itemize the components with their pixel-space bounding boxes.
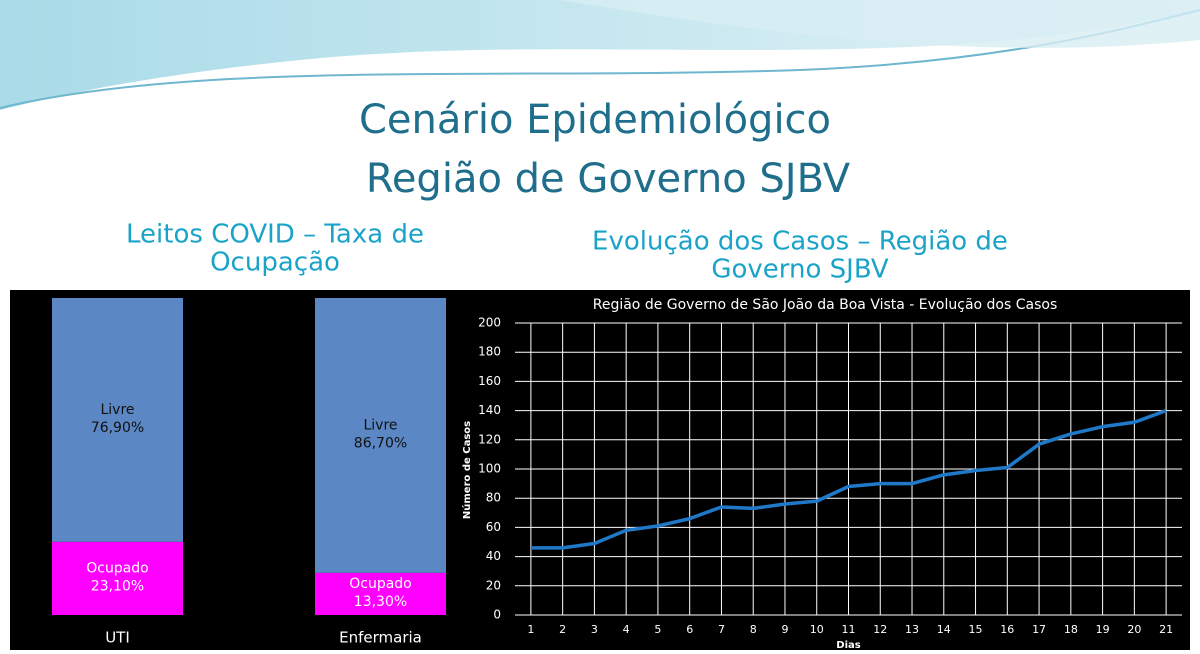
x-tick-label: 13 [905, 623, 919, 636]
segment-name: Livre [100, 402, 134, 418]
y-tick-label: 60 [486, 520, 501, 534]
x-tick-label: 19 [1096, 623, 1110, 636]
y-tick-label: 160 [478, 374, 501, 388]
y-axis-label: Número de Casos [461, 421, 473, 519]
x-tick-label: 9 [781, 623, 788, 636]
x-axis-label: Dias [836, 640, 860, 650]
x-tick-label: 10 [810, 623, 824, 636]
y-tick-label: 100 [478, 462, 501, 476]
x-tick-label: Enfermaria [339, 629, 422, 647]
bar-segment [52, 298, 183, 542]
x-tick-label: UTI [105, 629, 130, 647]
x-tick-label: 15 [969, 623, 983, 636]
x-tick-label: 3 [591, 623, 598, 636]
chart-panel [10, 290, 1190, 650]
x-tick-label: 11 [842, 623, 856, 636]
y-tick-label: 120 [478, 432, 501, 446]
chart-title: Região de Governo de São João da Boa Vis… [593, 297, 1058, 313]
data-label: 13,30% [354, 594, 407, 610]
segment-name: Ocupado [86, 560, 149, 576]
y-tick-label: 140 [478, 403, 501, 417]
y-tick-label: 40 [486, 549, 501, 563]
x-tick-label: 2 [559, 623, 566, 636]
chart-heading: Leitos COVID – Taxa de [126, 220, 424, 250]
x-tick-label: 14 [937, 623, 951, 636]
y-tick-label: 180 [478, 345, 501, 359]
x-tick-label: 21 [1159, 623, 1173, 636]
slide-title: Cenário Epidemiológico [359, 97, 831, 143]
slide-title: Região de Governo SJBV [366, 156, 851, 202]
x-tick-label: 12 [873, 623, 887, 636]
wave-light [560, 0, 1200, 48]
bar-segment [315, 298, 446, 573]
series-line [530, 408, 1167, 550]
x-tick-label: 4 [623, 623, 630, 636]
bar-segment [52, 541, 183, 615]
y-tick-label: 200 [478, 316, 501, 330]
x-tick-label: 7 [718, 623, 725, 636]
x-tick-label: 16 [1000, 623, 1014, 636]
x-tick-label: 5 [654, 623, 661, 636]
x-tick-label: 8 [750, 623, 757, 636]
x-tick-label: 18 [1064, 623, 1078, 636]
chart-heading: Ocupação [210, 248, 340, 278]
x-tick-label: 17 [1032, 623, 1046, 636]
x-tick-label: 6 [686, 623, 693, 636]
y-tick-label: 20 [486, 578, 501, 592]
y-tick-label: 80 [486, 491, 501, 505]
x-tick-label: 20 [1127, 623, 1141, 636]
x-tick-label: 1 [527, 623, 534, 636]
y-tick-label: 0 [493, 608, 501, 622]
data-label: 76,90% [91, 420, 144, 436]
bar-segment [315, 572, 446, 615]
chart-heading: Evolução dos Casos – Região de [592, 227, 1008, 257]
data-label: 86,70% [354, 435, 407, 451]
chart-heading: Governo SJBV [711, 255, 889, 285]
segment-name: Ocupado [349, 576, 412, 592]
segment-name: Livre [363, 417, 397, 433]
data-label: 23,10% [91, 578, 144, 594]
